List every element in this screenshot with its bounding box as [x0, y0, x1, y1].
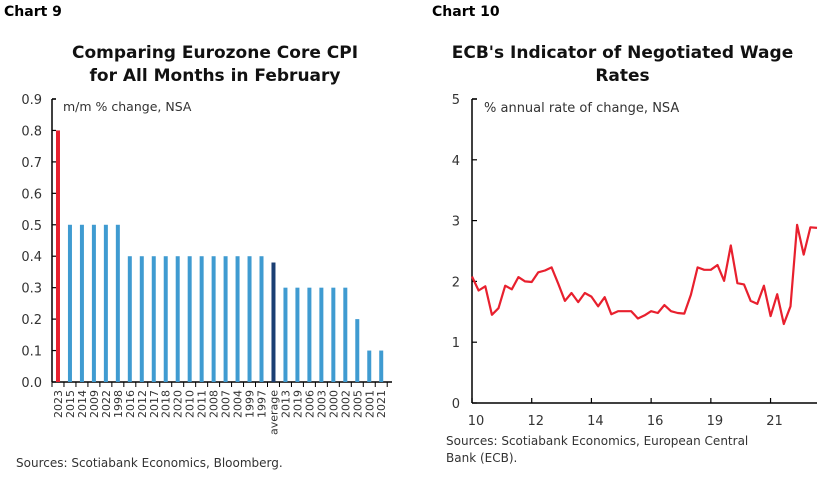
x-tick-label: 2006 — [303, 390, 316, 418]
y-tick-label: 0.9 — [21, 93, 42, 108]
x-tick-label: 2013 — [279, 390, 292, 418]
y-tick-label: 0.0 — [21, 376, 42, 391]
x-tick-label: average — [267, 390, 280, 435]
bar-2017 — [151, 256, 156, 382]
y-tick-label: 2 — [452, 275, 460, 290]
x-tick-label: 2011 — [196, 390, 209, 418]
bar-2006 — [307, 287, 312, 382]
bar-2021 — [379, 350, 384, 382]
bar-2016 — [127, 256, 132, 382]
x-tick-label: 2014 — [76, 390, 89, 418]
bar-1998 — [115, 224, 120, 382]
bar-2003 — [319, 287, 324, 382]
x-tick-label: 2022 — [100, 390, 113, 418]
x-tick-label: 2020 — [172, 390, 185, 418]
x-tick-label: 2004 — [232, 390, 245, 418]
x-tick-label: 1998 — [112, 390, 125, 418]
chart10-title: ECB's Indicator of Negotiated Wage Rates — [430, 42, 815, 88]
chart9-label: Chart 9 — [4, 4, 62, 20]
x-tick-label: 2009 — [88, 390, 101, 418]
y-axis-label: m/m % change, NSA — [63, 99, 192, 114]
chart10-source-line1: Sources: Scotiabank Economics, European … — [446, 434, 749, 448]
bar-1997 — [259, 256, 264, 382]
x-tick-label: 2023 — [52, 390, 65, 418]
bar-2002 — [343, 287, 348, 382]
y-axis-label: % annual rate of change, NSA — [484, 101, 679, 116]
x-tick-label: 2001 — [363, 390, 376, 418]
bar-2000 — [331, 287, 336, 382]
bar-2012 — [139, 256, 144, 382]
y-tick-label: 5 — [452, 93, 460, 108]
y-tick-label: 0.2 — [21, 313, 42, 328]
x-tick-label: 2002 — [339, 390, 352, 418]
bar-2018 — [163, 256, 168, 382]
bar-2008 — [211, 256, 216, 382]
bar-2001 — [367, 350, 372, 382]
y-tick-label: 1 — [452, 336, 460, 351]
bar-2015 — [67, 224, 72, 382]
bar-2022 — [103, 224, 108, 382]
x-tick-label: 16 — [647, 414, 664, 429]
bar-2004 — [235, 256, 240, 382]
bar-2007 — [223, 256, 228, 382]
bar-2009 — [91, 224, 96, 382]
bar-2005 — [355, 319, 360, 382]
y-tick-label: 0 — [452, 397, 460, 412]
bar-1999 — [247, 256, 252, 382]
bar-2019 — [295, 287, 300, 382]
x-tick-label: 10 — [468, 414, 485, 429]
y-tick-label: 0.1 — [21, 345, 42, 360]
x-tick-label: 21 — [766, 414, 783, 429]
chart10-title-line2: Rates — [595, 66, 650, 86]
bar-2020 — [175, 256, 180, 382]
bar-2010 — [187, 256, 192, 382]
x-tick-label: 14 — [587, 414, 604, 429]
wage-rate-line — [471, 223, 818, 326]
y-tick-label: 0.6 — [21, 187, 42, 202]
chart10-label: Chart 10 — [432, 4, 500, 20]
bar-2014 — [79, 224, 84, 382]
x-tick-label: 2007 — [220, 390, 233, 418]
bar-average — [271, 262, 276, 382]
y-tick-label: 0.4 — [21, 250, 42, 265]
x-tick-label: 2017 — [148, 390, 161, 418]
x-tick-label: 2021 — [375, 390, 388, 418]
x-tick-label: 2010 — [184, 390, 197, 418]
x-tick-label: 1999 — [244, 390, 257, 418]
y-tick-label: 0.8 — [21, 124, 42, 139]
chart9-title: Comparing Eurozone Core CPI for All Mont… — [20, 42, 410, 88]
x-tick-label: 2003 — [315, 390, 328, 418]
chart9-title-line1: Comparing Eurozone Core CPI — [71, 43, 359, 63]
y-tick-label: 3 — [452, 215, 460, 230]
x-tick-label: 2016 — [124, 390, 137, 418]
chart9-title-line2: for All Months in February — [89, 66, 341, 86]
x-tick-label: 2018 — [160, 390, 173, 418]
x-tick-label: 2008 — [208, 390, 221, 418]
x-tick-label: 2000 — [327, 390, 340, 418]
x-tick-label: 19 — [707, 414, 724, 429]
x-tick-label: 2015 — [64, 390, 77, 418]
x-tick-label: 2005 — [351, 390, 364, 418]
chart10-source: Sources: Scotiabank Economics, European … — [446, 433, 748, 467]
y-tick-label: 0.5 — [21, 219, 42, 234]
x-tick-label: 2012 — [136, 390, 149, 418]
chart10-title-line1: ECB's Indicator of Negotiated Wage — [451, 43, 794, 63]
chart10-source-line2: Bank (ECB). — [446, 451, 518, 465]
y-tick-label: 0.7 — [21, 156, 42, 171]
x-tick-label: 12 — [527, 414, 544, 429]
bar-2011 — [199, 256, 204, 382]
bar-2023 — [55, 130, 60, 382]
x-tick-label: 1997 — [256, 390, 269, 418]
bar-2013 — [283, 287, 288, 382]
y-tick-label: 4 — [452, 154, 460, 169]
x-tick-label: 2019 — [291, 390, 304, 418]
chart9-source: Sources: Scotiabank Economics, Bloomberg… — [16, 456, 283, 470]
y-tick-label: 0.3 — [21, 282, 42, 297]
